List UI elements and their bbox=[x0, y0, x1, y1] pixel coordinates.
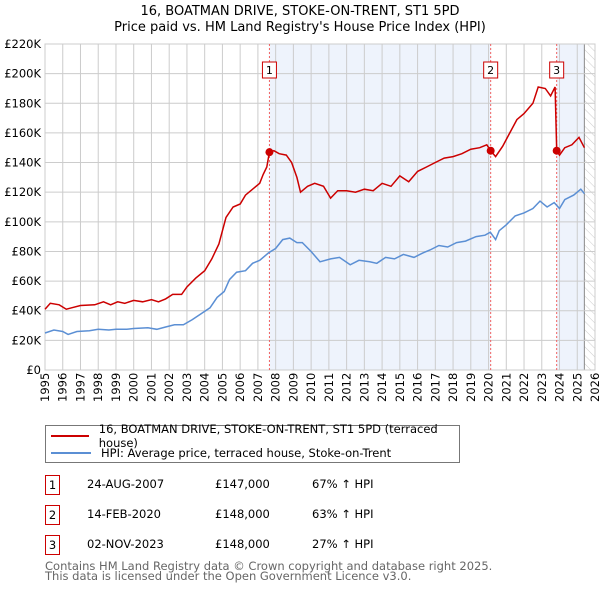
x-tick-label: 2011 bbox=[322, 373, 336, 402]
x-tick-label: 2018 bbox=[446, 373, 460, 402]
forecast-hatch bbox=[584, 44, 595, 370]
footer: Contains HM Land Registry data © Crown c… bbox=[45, 559, 493, 583]
legend-swatch-property bbox=[51, 435, 89, 437]
x-tick-label: 2023 bbox=[535, 373, 549, 402]
sale-label-number: 3 bbox=[553, 64, 560, 77]
x-tick-label: 2013 bbox=[357, 373, 371, 402]
x-tick-label: 2003 bbox=[180, 373, 194, 402]
x-tick-label: 2001 bbox=[144, 373, 158, 402]
x-tick-label: 2009 bbox=[286, 373, 300, 402]
y-tick-label: £20K bbox=[12, 333, 42, 347]
legend-label-property: 16, BOATMAN DRIVE, STOKE-ON-TRENT, ST1 5… bbox=[98, 422, 438, 450]
x-tick-label: 2021 bbox=[499, 373, 513, 402]
series-line bbox=[44, 86, 586, 311]
x-tick-label: 2025 bbox=[570, 373, 584, 402]
y-tick-label: £0 bbox=[26, 363, 41, 377]
sale-date: 02-NOV-2023 bbox=[87, 537, 164, 551]
chart-subtitle: Price paid vs. HM Land Registry's House … bbox=[114, 20, 486, 35]
sale-number-badge: 3 bbox=[45, 535, 60, 555]
x-tick-label: 1997 bbox=[73, 373, 87, 402]
sale-price: £147,000 bbox=[215, 477, 270, 491]
sale-label-number: 2 bbox=[487, 64, 494, 77]
y-tick-label: £160K bbox=[4, 126, 41, 140]
y-tick-label: £220K bbox=[4, 37, 41, 51]
y-tick-label: £40K bbox=[12, 304, 42, 318]
x-tick-label: 2017 bbox=[428, 373, 442, 402]
x-tick-label: 1998 bbox=[91, 373, 105, 402]
y-tick-label: £100K bbox=[4, 215, 41, 229]
x-tick-label: 2004 bbox=[198, 373, 212, 402]
sale-label-box: 3 bbox=[549, 61, 565, 79]
sale-hpi-diff: 67% ↑ HPI bbox=[312, 477, 374, 491]
legend-label-hpi: HPI: Average price, terraced house, Stok… bbox=[101, 446, 392, 460]
x-tick-label: 2024 bbox=[553, 373, 567, 402]
sale-point bbox=[552, 146, 561, 155]
x-tick-label: 2014 bbox=[375, 373, 389, 402]
legend-swatch-hpi bbox=[51, 452, 91, 454]
sale-hpi-diff: 63% ↑ HPI bbox=[312, 507, 374, 521]
shaded-period bbox=[556, 44, 585, 370]
x-tick-label: 2006 bbox=[233, 373, 247, 402]
plot-frame bbox=[44, 43, 596, 371]
sale-date: 14-FEB-2020 bbox=[87, 507, 161, 521]
y-tick-label: £140K bbox=[4, 156, 41, 170]
footer-line-2: This data is licensed under the Open Gov… bbox=[45, 569, 412, 583]
shaded-period bbox=[269, 44, 491, 370]
sale-label-frame bbox=[549, 61, 565, 79]
sale-price: £148,000 bbox=[215, 507, 270, 521]
x-tick-label: 2020 bbox=[482, 373, 496, 402]
y-tick-label: £180K bbox=[4, 96, 41, 110]
x-tick-label: 2015 bbox=[393, 373, 407, 402]
sale-row: 1 24-AUG-2007 £147,000 67% ↑ HPI bbox=[45, 475, 445, 495]
x-tick-label: 1996 bbox=[56, 373, 70, 402]
sale-point bbox=[486, 146, 495, 155]
x-tick-label: 2019 bbox=[464, 373, 478, 402]
sale-label-frame bbox=[483, 61, 499, 79]
y-tick-label: £120K bbox=[4, 185, 41, 199]
sale-label-box: 1 bbox=[261, 61, 277, 79]
sale-label-number: 1 bbox=[266, 64, 273, 77]
legend: 16, BOATMAN DRIVE, STOKE-ON-TRENT, ST1 5… bbox=[45, 422, 460, 463]
sale-number-badge: 1 bbox=[45, 475, 60, 495]
sale-point bbox=[265, 148, 274, 157]
sale-label-box: 2 bbox=[483, 61, 499, 79]
x-tick-label: 2016 bbox=[411, 373, 425, 402]
y-tick-label: £60K bbox=[12, 274, 42, 288]
sale-row: 2 14-FEB-2020 £148,000 63% ↑ HPI bbox=[45, 505, 445, 525]
x-tick-label: 2022 bbox=[517, 373, 531, 402]
x-tick-label: 2010 bbox=[304, 373, 318, 402]
x-tick-label: 2002 bbox=[162, 373, 176, 402]
y-tick-label: £200K bbox=[4, 67, 41, 81]
x-tick-label: 1995 bbox=[38, 373, 52, 402]
chart-title: 16, BOATMAN DRIVE, STOKE-ON-TRENT, ST1 5… bbox=[140, 4, 460, 19]
sale-row: 3 02-NOV-2023 £148,000 27% ↑ HPI bbox=[45, 535, 445, 555]
sale-number-badge: 2 bbox=[45, 505, 60, 525]
x-tick-label: 2012 bbox=[340, 373, 354, 402]
sale-hpi-diff: 27% ↑ HPI bbox=[312, 537, 374, 551]
x-tick-label: 1999 bbox=[109, 373, 123, 402]
sale-date: 24-AUG-2007 bbox=[87, 477, 165, 491]
sale-price: £148,000 bbox=[215, 537, 270, 551]
x-tick-label: 2026 bbox=[588, 373, 600, 402]
y-tick-label: £80K bbox=[12, 244, 42, 258]
sale-label-frame bbox=[261, 61, 277, 79]
x-tick-label: 2000 bbox=[127, 373, 141, 402]
series-line bbox=[44, 188, 585, 336]
x-tick-label: 2005 bbox=[215, 373, 229, 402]
x-tick-label: 2008 bbox=[269, 373, 283, 402]
x-tick-label: 2007 bbox=[251, 373, 265, 402]
footer-line-1: Contains HM Land Registry data © Crown c… bbox=[45, 559, 493, 573]
price-chart: 1995 1996 1997 1998 1999 2000 2001 2002 2003 2004… bbox=[4, 37, 600, 402]
